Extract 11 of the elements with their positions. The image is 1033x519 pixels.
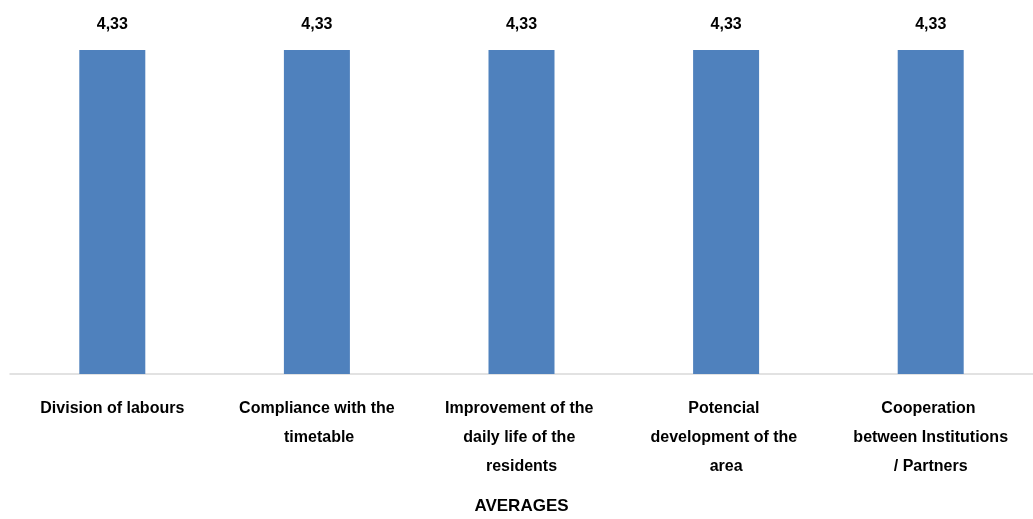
data-label: 4,33 (301, 14, 333, 32)
x-tick-label: Division of labours (40, 399, 185, 416)
data-label: 4,33 (915, 14, 947, 32)
data-label: 4,33 (505, 14, 538, 32)
x-axis-title: AVERAGES (474, 496, 569, 515)
data-label: 4,33 (710, 14, 742, 32)
x-tick-label: Potencial development of the area (650, 399, 802, 474)
x-tick-label: Cooperation between Institutions/ Partners (853, 399, 1009, 474)
x-tick-label: Improvement of the daily life of the residents (445, 399, 598, 474)
data-label: 4,33 (96, 14, 128, 32)
x-tick-label: Compliance with the timetable (239, 399, 395, 445)
